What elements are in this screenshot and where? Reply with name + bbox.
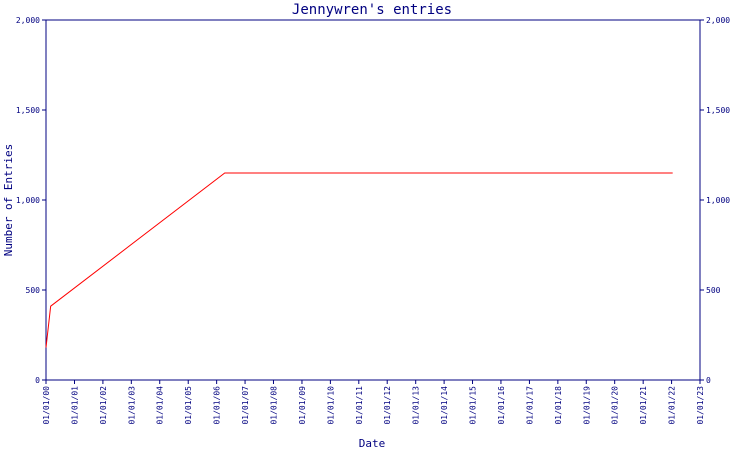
x-tick-label: 01/01/08 [269,386,278,425]
y-axis-left: 0 500 1,000 1,500 2,000 [16,16,46,385]
x-tick-label: 01/01/16 [497,386,506,425]
y-tick-label-right: 1,000 [706,196,730,205]
x-tick-label: 01/01/18 [554,386,563,425]
x-tick-label: 01/01/12 [383,386,392,425]
x-tick-label: 01/01/07 [241,386,250,425]
y-tick-label-right: 2,000 [706,16,730,25]
x-tick-label: 01/01/10 [326,386,335,425]
x-axis: 01/01/00 01/01/01 01/01/02 01/01/03 01/01/04… [42,380,705,425]
y-tick-label-left: 2,000 [16,16,40,25]
x-tick-label: 01/01/01 [70,386,79,425]
x-tick-label: 01/01/14 [440,386,449,425]
y-axis-title: Number of Entries [2,144,15,257]
x-tick-label: 01/01/15 [469,386,478,425]
x-tick-label: 01/01/05 [184,386,193,425]
y-axis-right: 0 500 1,000 1,500 2,000 [700,16,730,385]
plot-area [45,19,701,381]
series-line [45,172,673,348]
x-tick-label: 01/01/22 [668,386,677,425]
x-tick-label: 01/01/11 [355,386,364,425]
x-tick-label: 01/01/19 [582,386,591,425]
x-tick-label: 01/01/17 [525,386,534,425]
x-axis-title: Date [359,437,386,450]
chart-title: Jennywren's entries [292,2,452,18]
y-tick-label-right: 0 [706,376,711,385]
x-tick-label: 01/01/21 [639,386,648,425]
x-tick-label: 01/01/06 [213,386,222,425]
x-tick-label: 01/01/23 [696,386,705,425]
y-tick-label-right: 1,500 [706,106,730,115]
series-layer [45,172,673,348]
x-tick-label: 01/01/13 [412,386,421,425]
y-tick-label-right: 500 [706,286,721,295]
x-tick-label: 01/01/02 [99,386,108,425]
y-tick-label-left: 0 [35,376,40,385]
x-tick-label: 01/01/03 [127,386,136,425]
y-tick-label-left: 1,000 [16,196,40,205]
x-tick-label: 01/01/04 [156,386,165,425]
y-tick-label-left: 500 [26,286,41,295]
y-tick-label-left: 1,500 [16,106,40,115]
x-tick-label: 01/01/09 [298,386,307,425]
x-tick-label: 01/01/00 [42,386,51,425]
x-tick-label: 01/01/20 [611,386,620,425]
